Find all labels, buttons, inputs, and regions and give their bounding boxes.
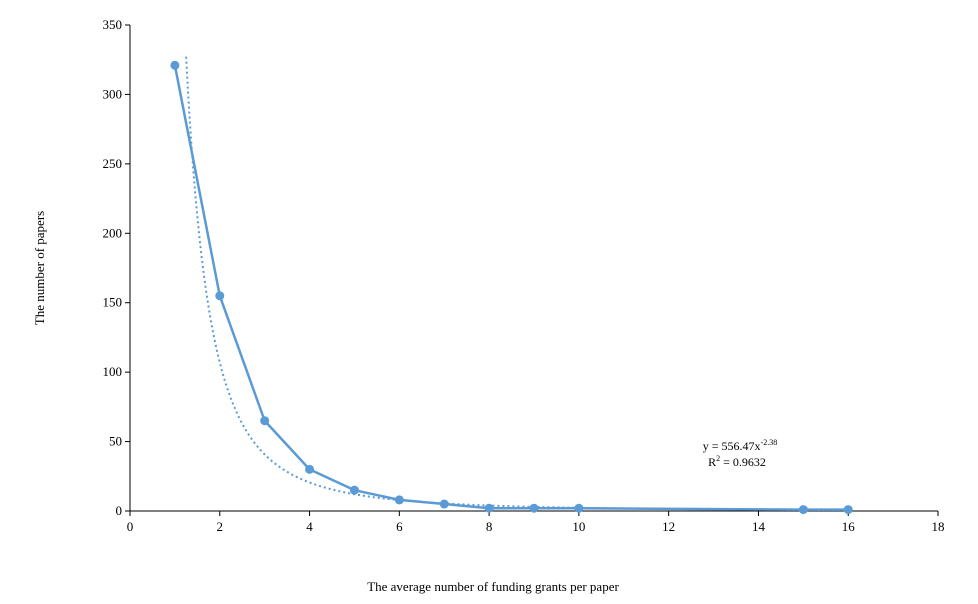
- trendline-equation: y = 556.47x-2.38: [703, 438, 777, 453]
- x-axis-title: The average number of funding grants per…: [367, 579, 619, 594]
- trendline-r-squared-value: = 0.9632: [720, 455, 766, 469]
- data-point: [215, 291, 225, 301]
- x-tick-label-8: 16: [842, 519, 856, 534]
- y-tick-label-3: 150: [103, 295, 123, 310]
- x-tick-label-9: 18: [932, 519, 945, 534]
- data-point: [843, 505, 853, 515]
- trendline-r-squared: R2 = 0.9632: [708, 454, 766, 469]
- data-point: [394, 495, 404, 505]
- data-point: [484, 503, 494, 513]
- trendline-r-squared-sup: 2: [716, 454, 720, 463]
- data-point: [439, 499, 449, 509]
- trendline-equation-text: y = 556.47x: [703, 439, 761, 453]
- x-tick-label-1: 2: [217, 519, 224, 534]
- y-tick-label-4: 200: [103, 225, 123, 240]
- y-tick-label-5: 250: [103, 156, 123, 171]
- data-point: [529, 503, 539, 513]
- x-tick-label-2: 4: [306, 519, 313, 534]
- y-tick-label-1: 50: [109, 434, 122, 449]
- data-point: [260, 416, 270, 426]
- trendline-equation-exponent: -2.38: [761, 438, 778, 447]
- data-point: [170, 60, 180, 70]
- y-tick-label-6: 300: [103, 86, 123, 101]
- data-point: [574, 503, 584, 513]
- data-point: [305, 464, 315, 474]
- y-tick-label-2: 100: [103, 364, 123, 379]
- y-axis-title: The number of papers: [32, 211, 47, 325]
- y-tick-label-0: 0: [116, 503, 123, 518]
- x-tick-label-3: 6: [396, 519, 403, 534]
- x-tick-label-7: 14: [752, 519, 766, 534]
- x-tick-label-5: 10: [572, 519, 585, 534]
- series-line-0: [173, 65, 849, 511]
- x-tick-label-0: 0: [127, 519, 134, 534]
- data-point: [798, 505, 808, 515]
- data-point: [349, 485, 359, 495]
- x-tick-label-6: 12: [662, 519, 675, 534]
- y-tick-label-7: 350: [103, 17, 123, 32]
- x-tick-label-4: 8: [486, 519, 493, 534]
- trendline-r-squared-prefix: R: [708, 455, 716, 469]
